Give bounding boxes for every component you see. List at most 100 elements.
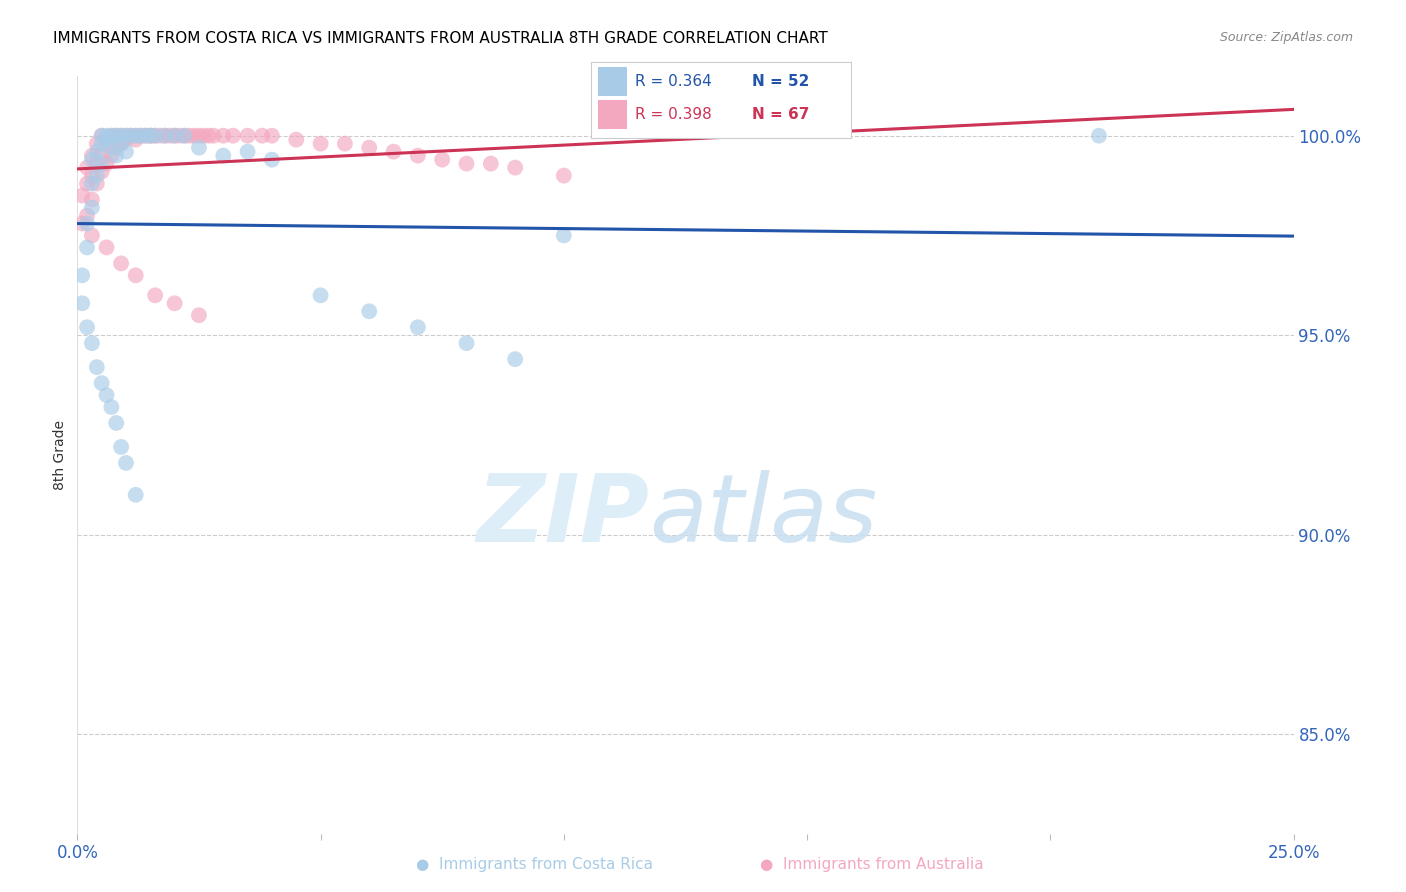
Point	[105, 141, 128, 155]
Point	[70, 296, 93, 310]
Point	[125, 128, 148, 143]
Point	[115, 145, 138, 159]
Point	[105, 148, 128, 162]
Point	[456, 336, 478, 351]
Point	[134, 128, 156, 143]
Point	[159, 128, 181, 143]
Point	[285, 133, 308, 147]
Text: R = 0.364: R = 0.364	[634, 74, 711, 89]
Text: atlas: atlas	[650, 470, 877, 561]
Point	[173, 128, 195, 143]
Point	[90, 148, 112, 162]
Point	[100, 148, 122, 162]
Point	[553, 169, 575, 183]
Point	[86, 177, 108, 191]
Point	[193, 128, 215, 143]
Point	[139, 128, 162, 143]
Text: N = 67: N = 67	[752, 107, 810, 122]
Text: R = 0.398: R = 0.398	[634, 107, 711, 122]
Point	[110, 440, 132, 454]
Point	[96, 240, 118, 254]
Point	[188, 128, 211, 143]
Point	[90, 376, 112, 390]
Point	[120, 128, 142, 143]
Point	[96, 133, 118, 147]
Point	[86, 169, 108, 183]
Point	[86, 156, 108, 170]
Text: ●  Immigrants from Costa Rica: ● Immigrants from Costa Rica	[416, 857, 652, 872]
Point	[260, 128, 283, 143]
Point	[100, 128, 122, 143]
Point	[110, 128, 132, 143]
Point	[125, 268, 148, 283]
Text: N = 52: N = 52	[752, 74, 810, 89]
Point	[115, 128, 138, 143]
Point	[80, 193, 103, 207]
Point	[169, 128, 191, 143]
Point	[309, 136, 332, 151]
Point	[129, 128, 152, 143]
Point	[153, 128, 176, 143]
Point	[80, 153, 103, 167]
Point	[125, 128, 148, 143]
Point	[173, 128, 195, 143]
Point	[90, 136, 112, 151]
Point	[80, 169, 103, 183]
Point	[202, 128, 225, 143]
Point	[110, 136, 132, 151]
Point	[179, 128, 201, 143]
Point	[96, 128, 118, 143]
Point	[1088, 128, 1111, 143]
Point	[76, 240, 98, 254]
Point	[110, 256, 132, 270]
Point	[503, 352, 526, 367]
Point	[115, 133, 138, 147]
Bar	[599, 101, 627, 129]
Point	[90, 128, 112, 143]
Point	[149, 128, 172, 143]
Point	[80, 201, 103, 215]
Point	[260, 153, 283, 167]
Point	[96, 156, 118, 170]
Point	[110, 136, 132, 151]
Point	[143, 128, 166, 143]
Point	[80, 148, 103, 162]
Point	[406, 148, 429, 162]
Point	[553, 228, 575, 243]
Point	[86, 145, 108, 159]
Point	[110, 128, 132, 143]
Point	[188, 141, 211, 155]
Point	[143, 128, 166, 143]
Point	[90, 164, 112, 178]
Point	[479, 156, 502, 170]
Point	[115, 128, 138, 143]
Point	[105, 128, 128, 143]
Point	[120, 128, 142, 143]
Point	[153, 128, 176, 143]
Point	[96, 136, 118, 151]
Point	[236, 128, 259, 143]
Point	[80, 177, 103, 191]
Point	[430, 153, 453, 167]
Point	[139, 128, 162, 143]
Point	[503, 161, 526, 175]
Point	[382, 145, 405, 159]
Point	[70, 188, 93, 202]
Point	[80, 336, 103, 351]
Point	[96, 388, 118, 402]
Point	[333, 136, 356, 151]
Point	[125, 488, 148, 502]
Point	[406, 320, 429, 334]
Point	[222, 128, 245, 143]
Point	[90, 128, 112, 143]
Point	[183, 128, 205, 143]
Point	[212, 148, 235, 162]
Text: IMMIGRANTS FROM COSTA RICA VS IMMIGRANTS FROM AUSTRALIA 8TH GRADE CORRELATION CH: IMMIGRANTS FROM COSTA RICA VS IMMIGRANTS…	[53, 31, 828, 46]
Point	[80, 228, 103, 243]
Bar	[599, 67, 627, 95]
Point	[134, 128, 156, 143]
Point	[76, 320, 98, 334]
Point	[359, 141, 381, 155]
Text: ZIP: ZIP	[477, 469, 650, 562]
Point	[188, 308, 211, 322]
